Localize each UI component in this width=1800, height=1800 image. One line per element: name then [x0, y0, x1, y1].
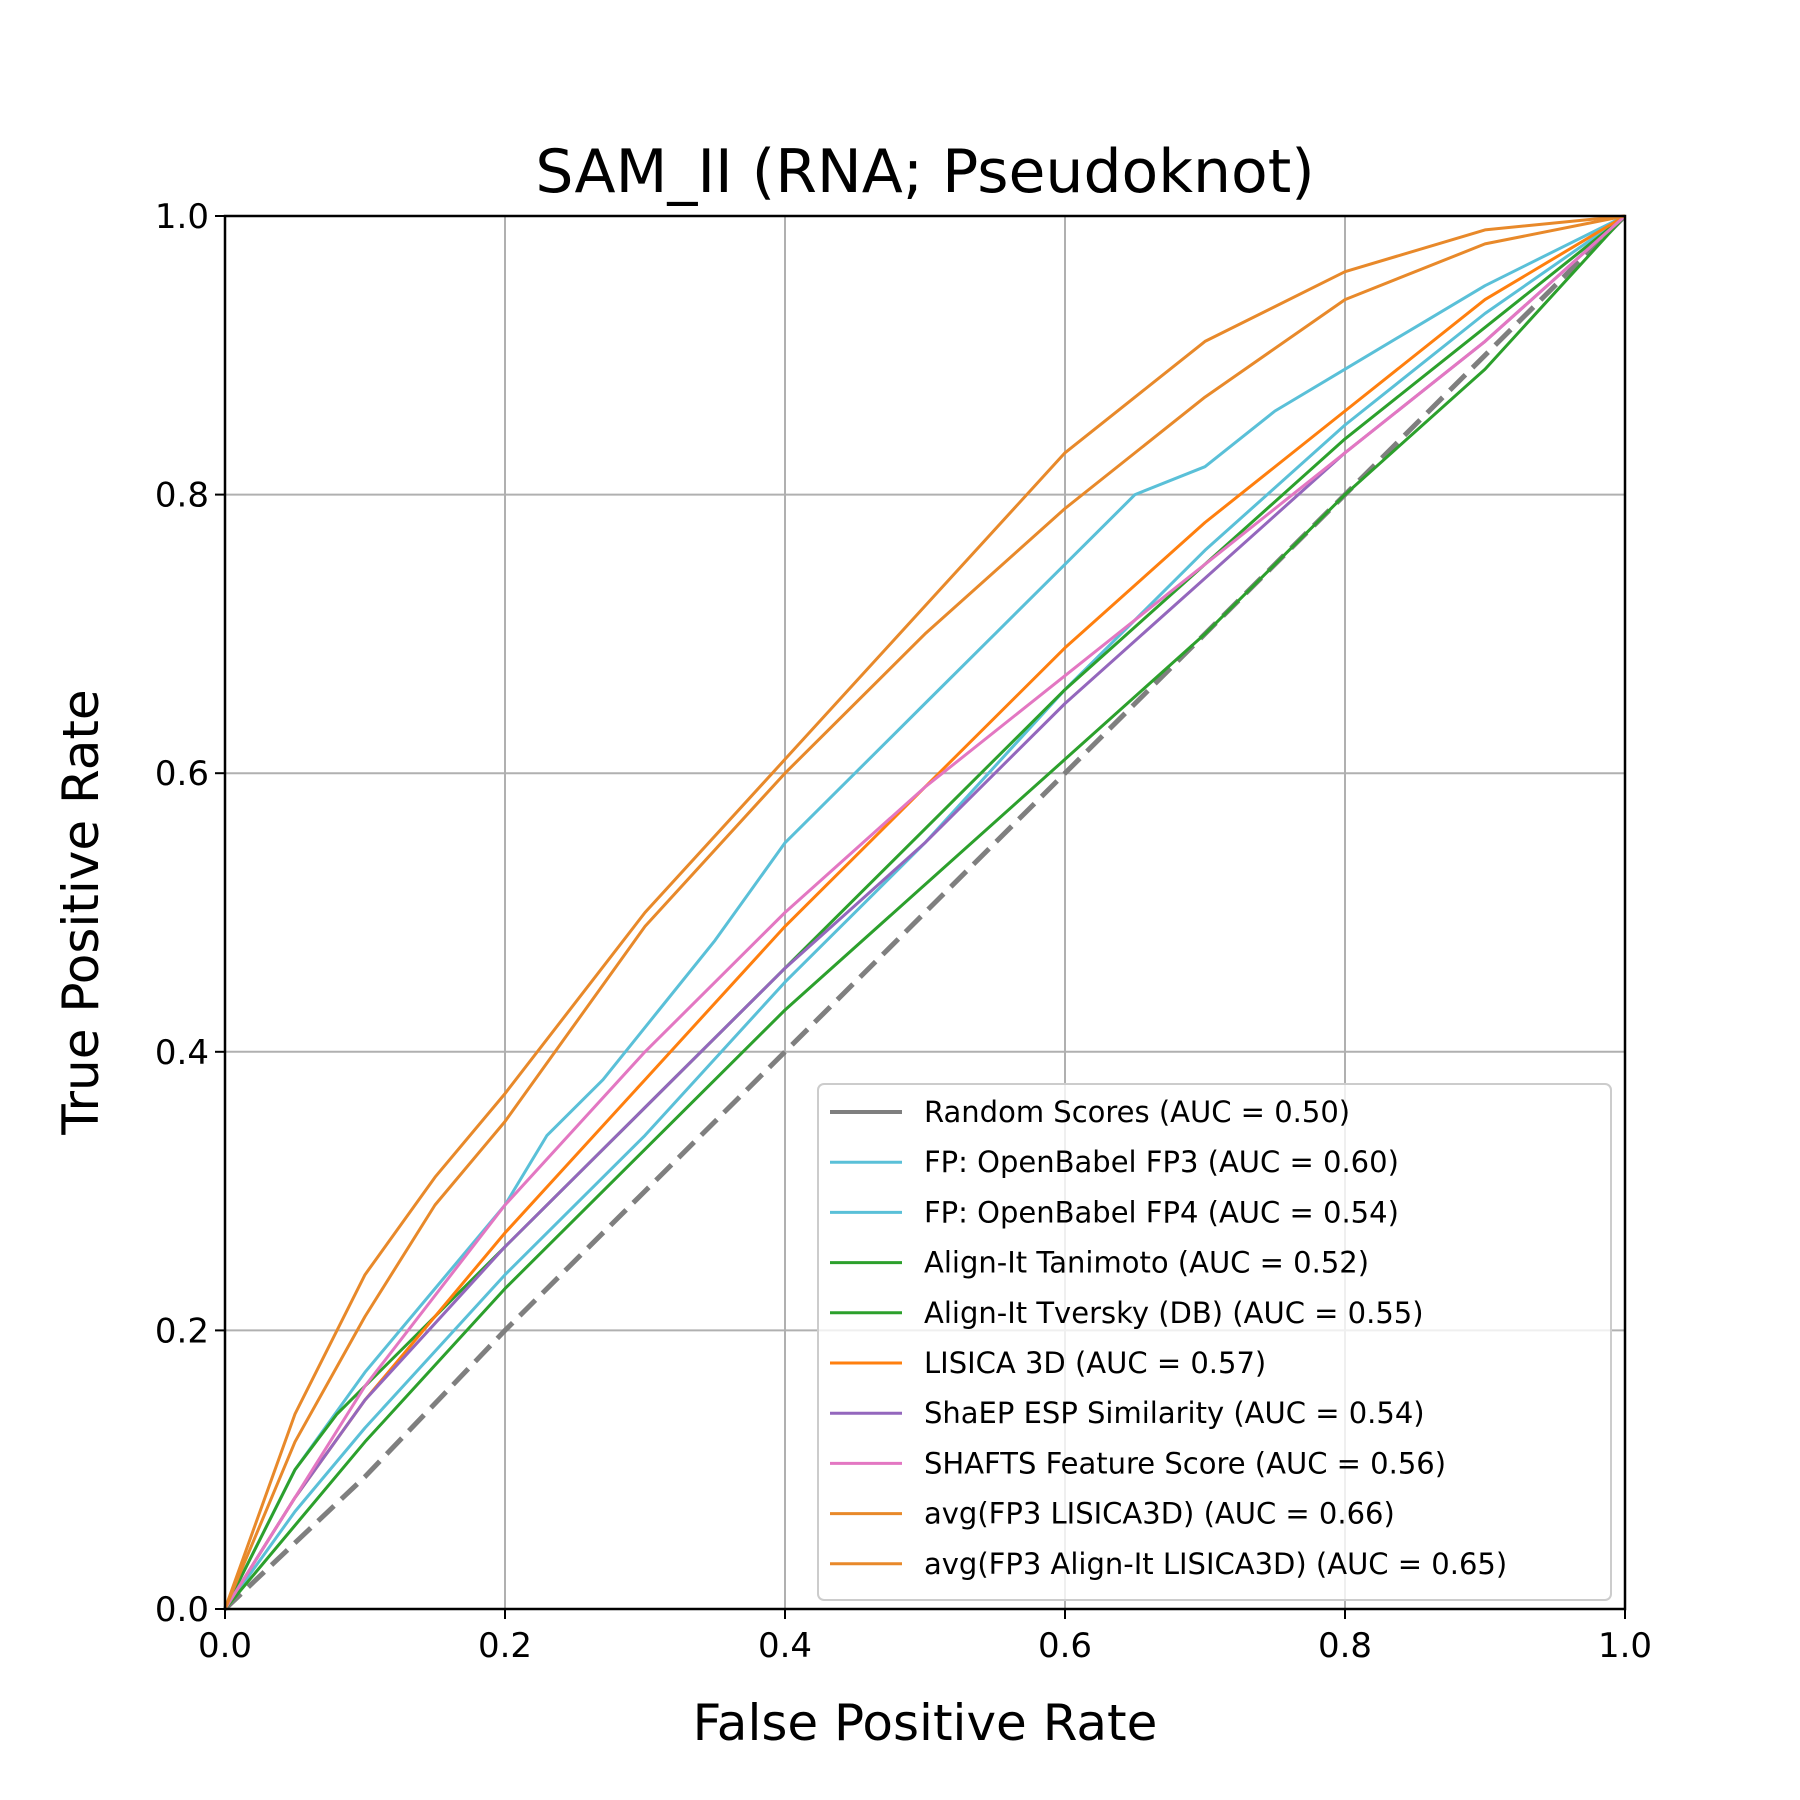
y-tick-label: 0.0 — [155, 1590, 209, 1630]
legend: Random Scores (AUC = 0.50) FP: OpenBabel … — [817, 1083, 1612, 1601]
legend-label: FP: OpenBabel FP3 (AUC = 0.60) — [924, 1145, 1399, 1179]
legend-label: LISICA 3D (AUC = 0.57) — [924, 1346, 1266, 1380]
legend-label: avg(FP3 LISICA3D) (AUC = 0.66) — [924, 1497, 1395, 1531]
y-axis-title: True Positive Rate — [52, 689, 110, 1135]
x-tick-label: 0.6 — [1038, 1626, 1092, 1666]
y-tick-label: 0.2 — [155, 1311, 209, 1351]
series-line-9 — [223, 214, 1626, 1610]
series-lines — [223, 214, 1627, 1611]
x-tick-label: 1.0 — [1598, 1626, 1652, 1666]
series-line-1 — [223, 214, 1626, 1610]
chart-title: SAM_II (RNA; Pseudoknot) — [535, 137, 1314, 207]
x-tick-label: 0.2 — [478, 1626, 532, 1666]
series-line-8 — [223, 214, 1626, 1610]
y-tick-label: 1.0 — [155, 197, 209, 237]
series-line-3 — [223, 214, 1627, 1610]
x-tick-label: 0.8 — [1318, 1626, 1372, 1666]
y-tick-label: 0.4 — [155, 1033, 209, 1073]
legend-box — [817, 1083, 1612, 1601]
series-line-0 — [223, 214, 1627, 1611]
series-line-2 — [223, 214, 1626, 1610]
y-tick-label: 0.8 — [155, 476, 209, 516]
plot-frame — [223, 214, 1627, 1611]
series-line-7 — [223, 214, 1627, 1610]
y-tick-label: 0.6 — [155, 754, 209, 794]
x-tick-label: 0.0 — [198, 1626, 252, 1666]
legend-label: Random Scores (AUC = 0.50) — [924, 1095, 1350, 1129]
legend-label: Align-It Tanimoto (AUC = 0.52) — [924, 1246, 1369, 1280]
legend-label: Align-It Tversky (DB) (AUC = 0.55) — [924, 1296, 1424, 1330]
legend-label: avg(FP3 Align-It LISICA3D) (AUC = 0.65) — [924, 1547, 1507, 1581]
axes: 0.0 0.2 0.4 0.6 0.8 1.0 0.0 0.2 0.4 0.6 0.8 1.0 — [155, 197, 1652, 1666]
legend-label: ShaEP ESP Similarity (AUC = 0.54) — [924, 1396, 1425, 1430]
x-axis-title: False Positive Rate — [693, 1694, 1158, 1752]
legend-label: FP: OpenBabel FP4 (AUC = 0.54) — [924, 1195, 1399, 1229]
x-tick-label: 0.4 — [758, 1626, 812, 1666]
legend-label: SHAFTS Feature Score (AUC = 0.56) — [924, 1446, 1446, 1480]
